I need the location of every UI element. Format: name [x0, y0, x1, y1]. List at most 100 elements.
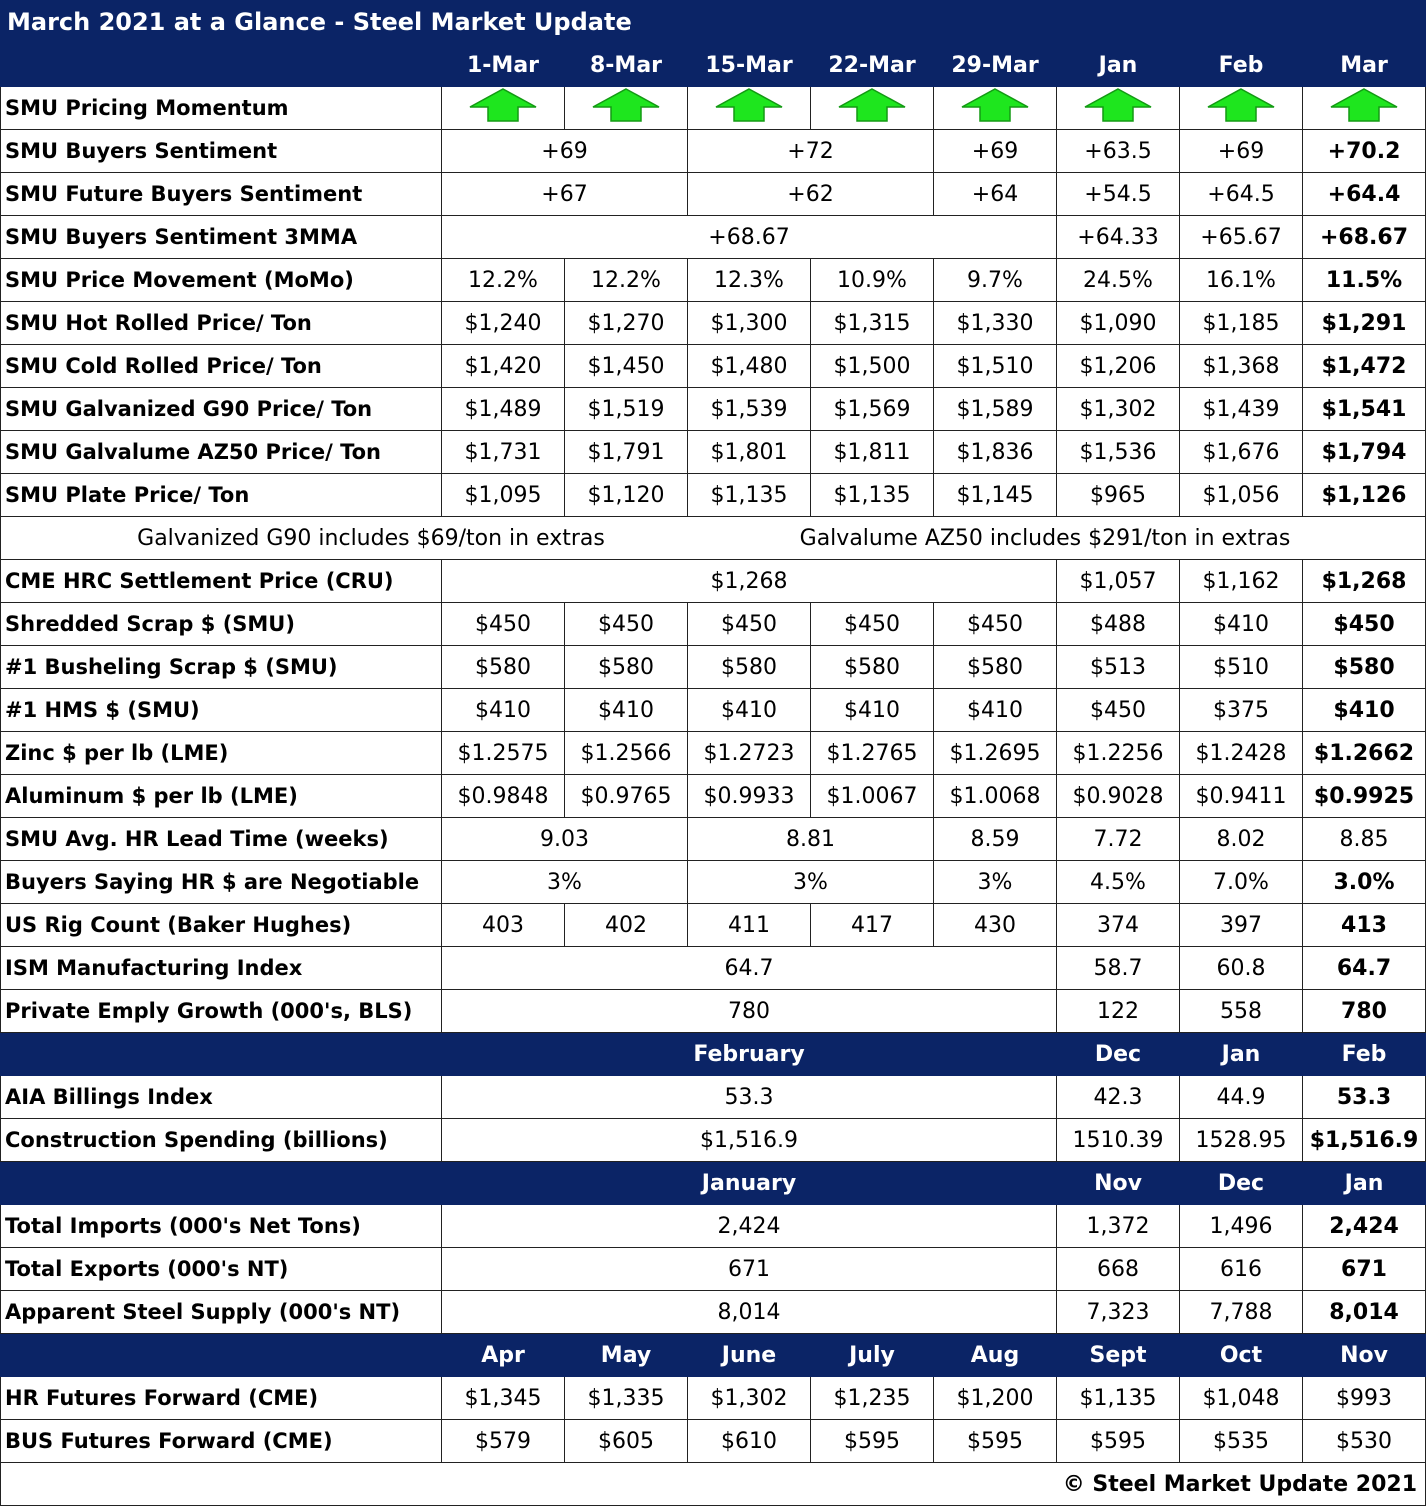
value-cell: +62: [687, 172, 934, 216]
value-cell: $410: [441, 688, 565, 732]
data-row: Total Exports (000's NT) 671 668 616 671: [0, 1247, 1426, 1291]
note-row: Galvanized G90 includes $69/ton in extra…: [0, 516, 1426, 560]
momentum-cell: [810, 86, 934, 130]
value-cell: 60.8: [1179, 946, 1303, 990]
value-cell: +69: [933, 129, 1057, 173]
column-header: February: [441, 1032, 1057, 1076]
value-cell: $450: [1056, 688, 1180, 732]
note-cell: Galvanized G90 includes $69/ton in extra…: [0, 516, 1426, 560]
value-cell: 11.5%: [1301, 258, 1426, 302]
value-cell: $1,480: [687, 344, 811, 388]
value-cell: $1,090: [1056, 301, 1180, 345]
value-cell: $0.9925: [1301, 774, 1426, 818]
value-cell: $1,268: [1301, 559, 1426, 603]
value-cell: 397: [1179, 903, 1303, 947]
value-cell: 64.7: [441, 946, 1057, 990]
value-cell: $1,135: [687, 473, 811, 517]
column-header: Jan: [1179, 1032, 1303, 1076]
section-header: 1-Mar 8-Mar 15-Mar 22-Mar 29-Mar Jan Feb Mar: [0, 43, 1426, 87]
value-cell: $1,439: [1179, 387, 1303, 431]
value-cell: 780: [1301, 989, 1426, 1033]
row-label: CME HRC Settlement Price (CRU): [0, 559, 442, 603]
row-label: SMU Galvalume AZ50 Price/ Ton: [0, 430, 442, 474]
value-cell: $1,731: [441, 430, 565, 474]
up-arrow: [838, 88, 906, 122]
value-cell: 780: [441, 989, 1057, 1033]
value-cell: +64.33: [1056, 215, 1180, 259]
value-cell: +64.4: [1301, 172, 1426, 216]
value-cell: $510: [1179, 645, 1303, 689]
value-cell: $1,315: [810, 301, 934, 345]
value-cell: $1,330: [933, 301, 1057, 345]
value-cell: 7.72: [1056, 817, 1180, 861]
value-cell: 12.3%: [687, 258, 811, 302]
value-cell: $1.2723: [687, 731, 811, 775]
value-cell: $1,539: [687, 387, 811, 431]
momentum-cell: [687, 86, 811, 130]
value-cell: $580: [564, 645, 688, 689]
value-cell: $0.9411: [1179, 774, 1303, 818]
momentum-cell: [441, 86, 565, 130]
value-cell: $1,056: [1179, 473, 1303, 517]
row-label: AIA Billings Index: [0, 1075, 442, 1119]
value-cell: +69: [441, 129, 688, 173]
value-cell: 12.2%: [564, 258, 688, 302]
value-cell: $1,145: [933, 473, 1057, 517]
value-cell: $488: [1056, 602, 1180, 646]
row-label: SMU Pricing Momentum: [0, 86, 442, 130]
value-cell: $1.2765: [810, 731, 934, 775]
header-blank: [0, 1161, 442, 1205]
value-cell: +69: [1179, 129, 1303, 173]
value-cell: $1.2695: [933, 731, 1057, 775]
value-cell: +70.2: [1301, 129, 1426, 173]
data-row: ISM Manufacturing Index 64.7 58.7 60.8 64.7: [0, 946, 1426, 990]
header-blank: [0, 43, 442, 87]
column-header: January: [441, 1161, 1057, 1205]
value-cell: $530: [1301, 1419, 1426, 1463]
data-row: Buyers Saying HR $ are Negotiable 3% 3% 3% 4…: [0, 860, 1426, 904]
value-cell: 558: [1179, 989, 1303, 1033]
data-row: HR Futures Forward (CME) $1,345 $1,335 $1,3…: [0, 1376, 1426, 1420]
data-row: SMU Buyers Sentiment 3MMA +68.67 +64.33 +65…: [0, 215, 1426, 259]
momentum-cell: [564, 86, 688, 130]
value-cell: $1,500: [810, 344, 934, 388]
data-row: #1 HMS $ (SMU) $410 $410 $410 $410 $410 $450 $3…: [0, 688, 1426, 732]
value-cell: 616: [1179, 1247, 1303, 1291]
value-cell: $1,048: [1179, 1376, 1303, 1420]
value-cell: $1,268: [441, 559, 1057, 603]
value-cell: $1,300: [687, 301, 811, 345]
row-label: SMU Hot Rolled Price/ Ton: [0, 301, 442, 345]
value-cell: 7.0%: [1179, 860, 1303, 904]
value-cell: 8.59: [933, 817, 1057, 861]
value-cell: 3.0%: [1301, 860, 1426, 904]
data-row: Shredded Scrap $ (SMU) $450 $450 $450 $450 $4…: [0, 602, 1426, 646]
value-cell: 8.02: [1179, 817, 1303, 861]
column-header: Jan: [1056, 43, 1180, 87]
value-cell: $1,450: [564, 344, 688, 388]
data-row: US Rig Count (Baker Hughes) 403 402 411 417 4…: [0, 903, 1426, 947]
momentum-cell: [1301, 86, 1426, 130]
value-cell: 671: [441, 1247, 1057, 1291]
value-cell: 1,496: [1179, 1204, 1303, 1248]
footer-row: © Steel Market Update 2021: [0, 1462, 1426, 1506]
value-cell: 53.3: [441, 1075, 1057, 1119]
value-cell: 3%: [441, 860, 688, 904]
row-label: Buyers Saying HR $ are Negotiable: [0, 860, 442, 904]
value-cell: $1,302: [1056, 387, 1180, 431]
value-cell: +68.67: [1301, 215, 1426, 259]
value-cell: +68.67: [441, 215, 1057, 259]
value-cell: 122: [1056, 989, 1180, 1033]
value-cell: $1,135: [810, 473, 934, 517]
value-cell: $1.0067: [810, 774, 934, 818]
column-header: 29-Mar: [933, 43, 1057, 87]
value-cell: $1,516.9: [441, 1118, 1057, 1162]
value-cell: $1,519: [564, 387, 688, 431]
data-row: Private Emply Growth (000's, BLS) 780 122 5…: [0, 989, 1426, 1033]
value-cell: 417: [810, 903, 934, 947]
value-cell: $410: [933, 688, 1057, 732]
value-cell: $450: [810, 602, 934, 646]
data-row: SMU Cold Rolled Price/ Ton $1,420 $1,450 $1…: [0, 344, 1426, 388]
value-cell: 2,424: [1301, 1204, 1426, 1248]
